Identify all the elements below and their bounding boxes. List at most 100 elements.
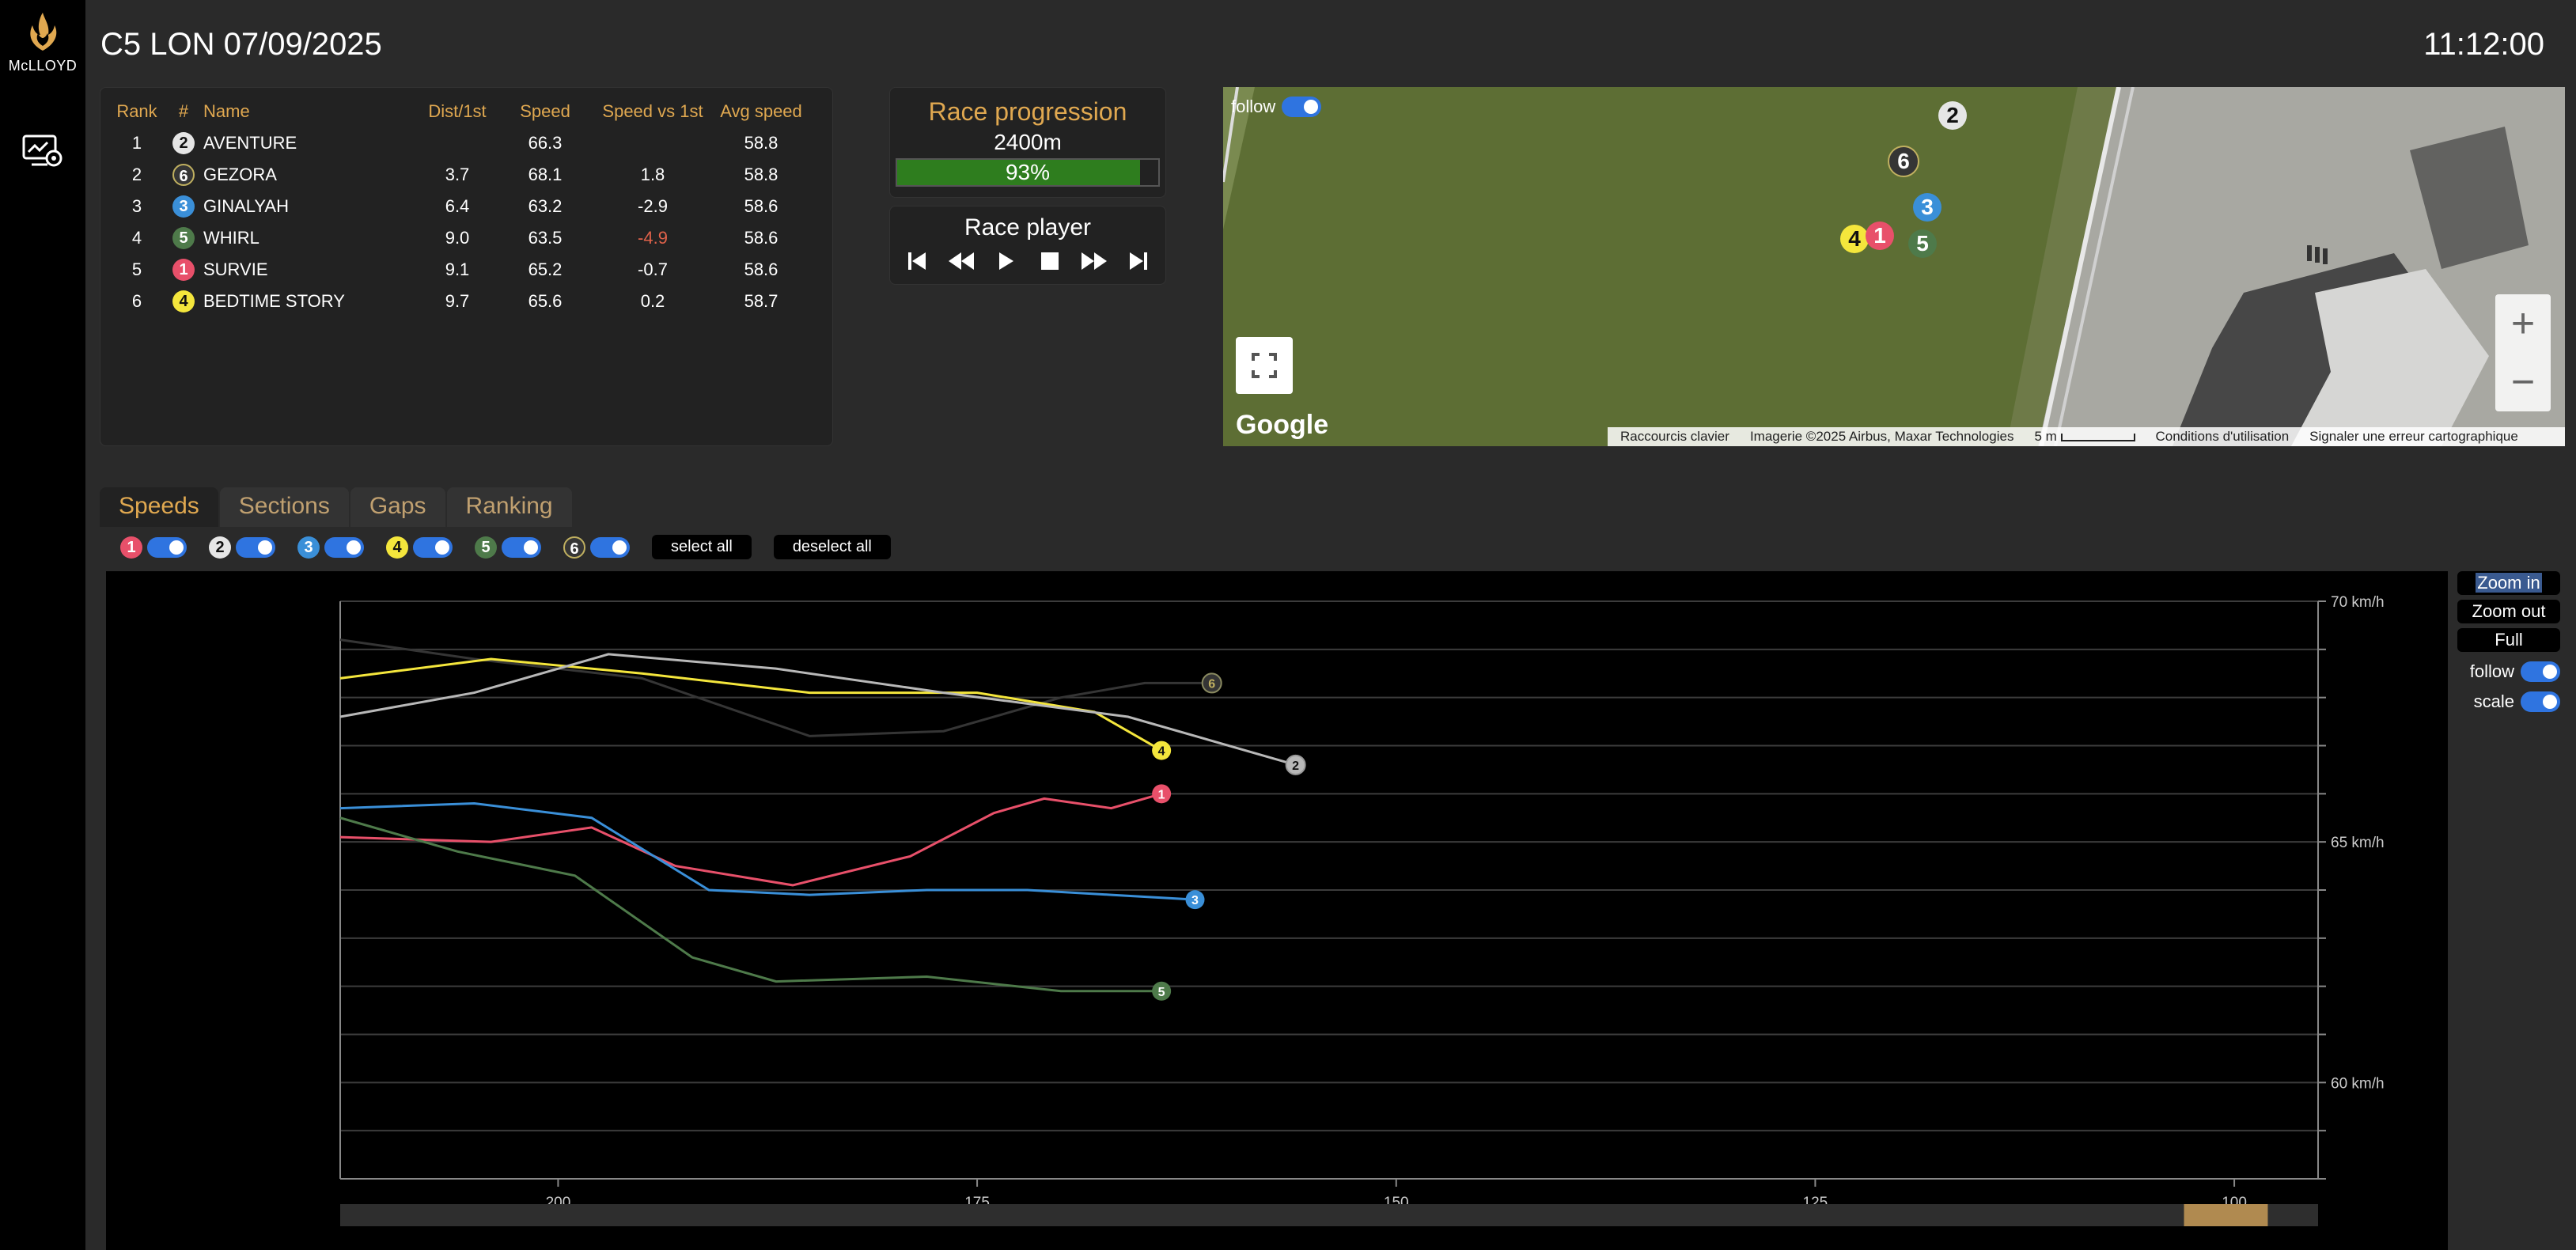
speed-vs-first-cell: 0.2 xyxy=(640,291,665,311)
chart-scrollbar-thumb[interactable] xyxy=(2184,1204,2268,1226)
col-speed-vs-first[interactable]: Speed vs 1st xyxy=(602,101,703,121)
speed-cell: 66.3 xyxy=(528,133,563,153)
col-name[interactable]: Name xyxy=(203,101,250,121)
tab-gaps[interactable]: Gaps xyxy=(350,487,445,527)
map-zoom-controls: + − xyxy=(2495,294,2551,411)
speed-cell: 65.2 xyxy=(528,259,563,279)
satellite-map[interactable]: follow 2 6 3 4 1 5 + − Google Raccourcis… xyxy=(1223,87,2565,446)
chart-follow-switch[interactable] xyxy=(2521,661,2560,682)
map-follow-switch[interactable] xyxy=(1282,97,1322,117)
map-fullscreen-button[interactable] xyxy=(1236,337,1293,394)
chart-scale-toggle[interactable]: scale xyxy=(2457,687,2560,717)
brand-logo[interactable]: McLLOYD xyxy=(0,11,85,74)
series-toggle-4[interactable]: 4 xyxy=(386,536,453,559)
series-end-label-6: 6 xyxy=(1208,677,1215,691)
series-toggle-2[interactable]: 2 xyxy=(209,536,275,559)
col-avg-speed[interactable]: Avg speed xyxy=(720,101,802,121)
horse-number-badge: 6 xyxy=(172,164,195,186)
col-rank[interactable]: Rank xyxy=(116,101,157,121)
chart-follow-label: follow xyxy=(2469,661,2514,681)
series-end-marker-2 xyxy=(1285,754,1306,775)
series-line-2 xyxy=(339,653,1297,767)
horse-number-cell: 3 xyxy=(164,191,203,222)
skip-start-button[interactable] xyxy=(902,248,932,275)
speed-cell: 65.6 xyxy=(528,291,563,311)
ranking-row[interactable]: 5 1 SURVIE 9.1 65.2 -0.7 58.6 xyxy=(110,254,811,286)
series-switch[interactable] xyxy=(324,536,364,558)
rank-cell: 2 xyxy=(131,165,142,184)
chart-follow-toggle[interactable]: follow xyxy=(2457,657,2560,687)
series-badge: 5 xyxy=(475,536,497,559)
series-badge: 6 xyxy=(563,536,585,559)
play-button[interactable] xyxy=(991,248,1021,275)
skip-end-icon xyxy=(1130,252,1147,270)
avg-speed-cell: 58.8 xyxy=(744,165,778,184)
series-toggle-6[interactable]: 6 xyxy=(563,536,630,559)
page-title: C5 LON 07/09/2025 xyxy=(100,27,382,62)
series-end-label-1: 1 xyxy=(1158,788,1165,801)
terms-link[interactable]: Conditions d'utilisation xyxy=(2155,429,2290,444)
speed-chart[interactable]: 70 km/h 65 km/h 60 km/h 200 175 150 125 100 6 4 2 1… xyxy=(106,571,2448,1250)
skip-end-button[interactable] xyxy=(1123,248,1154,275)
col-dist[interactable]: Dist/1st xyxy=(428,101,487,121)
ranking-row[interactable]: 1 2 AVENTURE 66.3 58.8 xyxy=(110,127,811,159)
horse-number-badge: 5 xyxy=(172,227,195,249)
fast-forward-button[interactable] xyxy=(1079,248,1109,275)
map-zoom-in-button[interactable]: + xyxy=(2510,301,2536,347)
chart-scrollbar-track xyxy=(340,1204,2318,1226)
rank-cell: 5 xyxy=(131,259,142,279)
series-switch[interactable] xyxy=(502,536,541,558)
col-speed[interactable]: Speed xyxy=(520,101,570,121)
stop-button[interactable] xyxy=(1035,248,1065,275)
map-marker-5[interactable]: 5 xyxy=(1908,229,1937,258)
horse-name-cell: GEZORA xyxy=(203,165,277,184)
keyboard-shortcuts-link[interactable]: Raccourcis clavier xyxy=(1620,429,1729,444)
map-follow-toggle[interactable]: follow xyxy=(1231,97,1322,117)
chart-zoom-in-button[interactable]: Zoom in xyxy=(2457,571,2560,595)
series-toggle-5[interactable]: 5 xyxy=(475,536,541,559)
ranking-row[interactable]: 3 3 GINALYAH 6.4 63.2 -2.9 58.6 xyxy=(110,191,811,222)
series-line-6 xyxy=(339,638,1212,737)
select-all-button[interactable]: select all xyxy=(652,535,752,559)
series-end-label-3: 3 xyxy=(1191,894,1199,907)
tab-speeds[interactable]: Speeds xyxy=(100,487,218,527)
map-scale: 5 m xyxy=(2034,429,2135,445)
tab-sections[interactable]: Sections xyxy=(219,487,349,527)
col-number[interactable]: # xyxy=(178,101,189,121)
series-switch[interactable] xyxy=(236,536,275,558)
ranking-row[interactable]: 4 5 WHIRL 9.0 63.5 -4.9 58.6 xyxy=(110,222,811,254)
y-tick-label: 60 km/h xyxy=(2331,1075,2385,1092)
series-toggle-3[interactable]: 3 xyxy=(297,536,364,559)
avg-speed-cell: 58.6 xyxy=(744,228,778,248)
map-marker-4[interactable]: 4 xyxy=(1840,225,1869,253)
horse-name-cell: AVENTURE xyxy=(203,133,297,153)
map-zoom-out-button[interactable]: − xyxy=(2510,359,2536,405)
map-marker-2[interactable]: 2 xyxy=(1938,101,1967,130)
series-switch[interactable] xyxy=(147,536,187,558)
map-marker-3[interactable]: 3 xyxy=(1913,193,1941,222)
speed-cell: 68.1 xyxy=(528,165,563,184)
chart-zoom-out-button[interactable]: Zoom out xyxy=(2457,600,2560,623)
series-toggle-1[interactable]: 1 xyxy=(120,536,187,559)
chart-full-button[interactable]: Full xyxy=(2457,628,2560,652)
ranking-row[interactable]: 2 6 GEZORA 3.7 68.1 1.8 58.8 xyxy=(110,159,811,191)
horse-name-cell: WHIRL xyxy=(203,228,259,248)
google-logo: Google xyxy=(1236,410,1329,440)
ranking-row[interactable]: 6 4 BEDTIME STORY 9.7 65.6 0.2 58.7 xyxy=(110,286,811,317)
horse-number-cell: 5 xyxy=(164,222,203,254)
map-marker-1[interactable]: 1 xyxy=(1866,222,1894,250)
avg-speed-cell: 58.8 xyxy=(744,133,778,153)
tab-ranking[interactable]: Ranking xyxy=(446,487,572,527)
map-marker-6[interactable]: 6 xyxy=(1888,146,1919,177)
live-monitor-icon[interactable] xyxy=(21,133,63,169)
play-icon xyxy=(999,252,1013,270)
report-error-link[interactable]: Signaler une erreur cartographique xyxy=(2309,429,2518,444)
avg-speed-cell: 58.6 xyxy=(744,196,778,216)
series-switch[interactable] xyxy=(413,536,453,558)
horse-number-badge: 3 xyxy=(172,195,195,218)
rewind-button[interactable] xyxy=(946,248,976,275)
chart-scale-switch[interactable] xyxy=(2521,691,2560,712)
series-switch[interactable] xyxy=(590,536,630,558)
deselect-all-button[interactable]: deselect all xyxy=(773,535,891,559)
